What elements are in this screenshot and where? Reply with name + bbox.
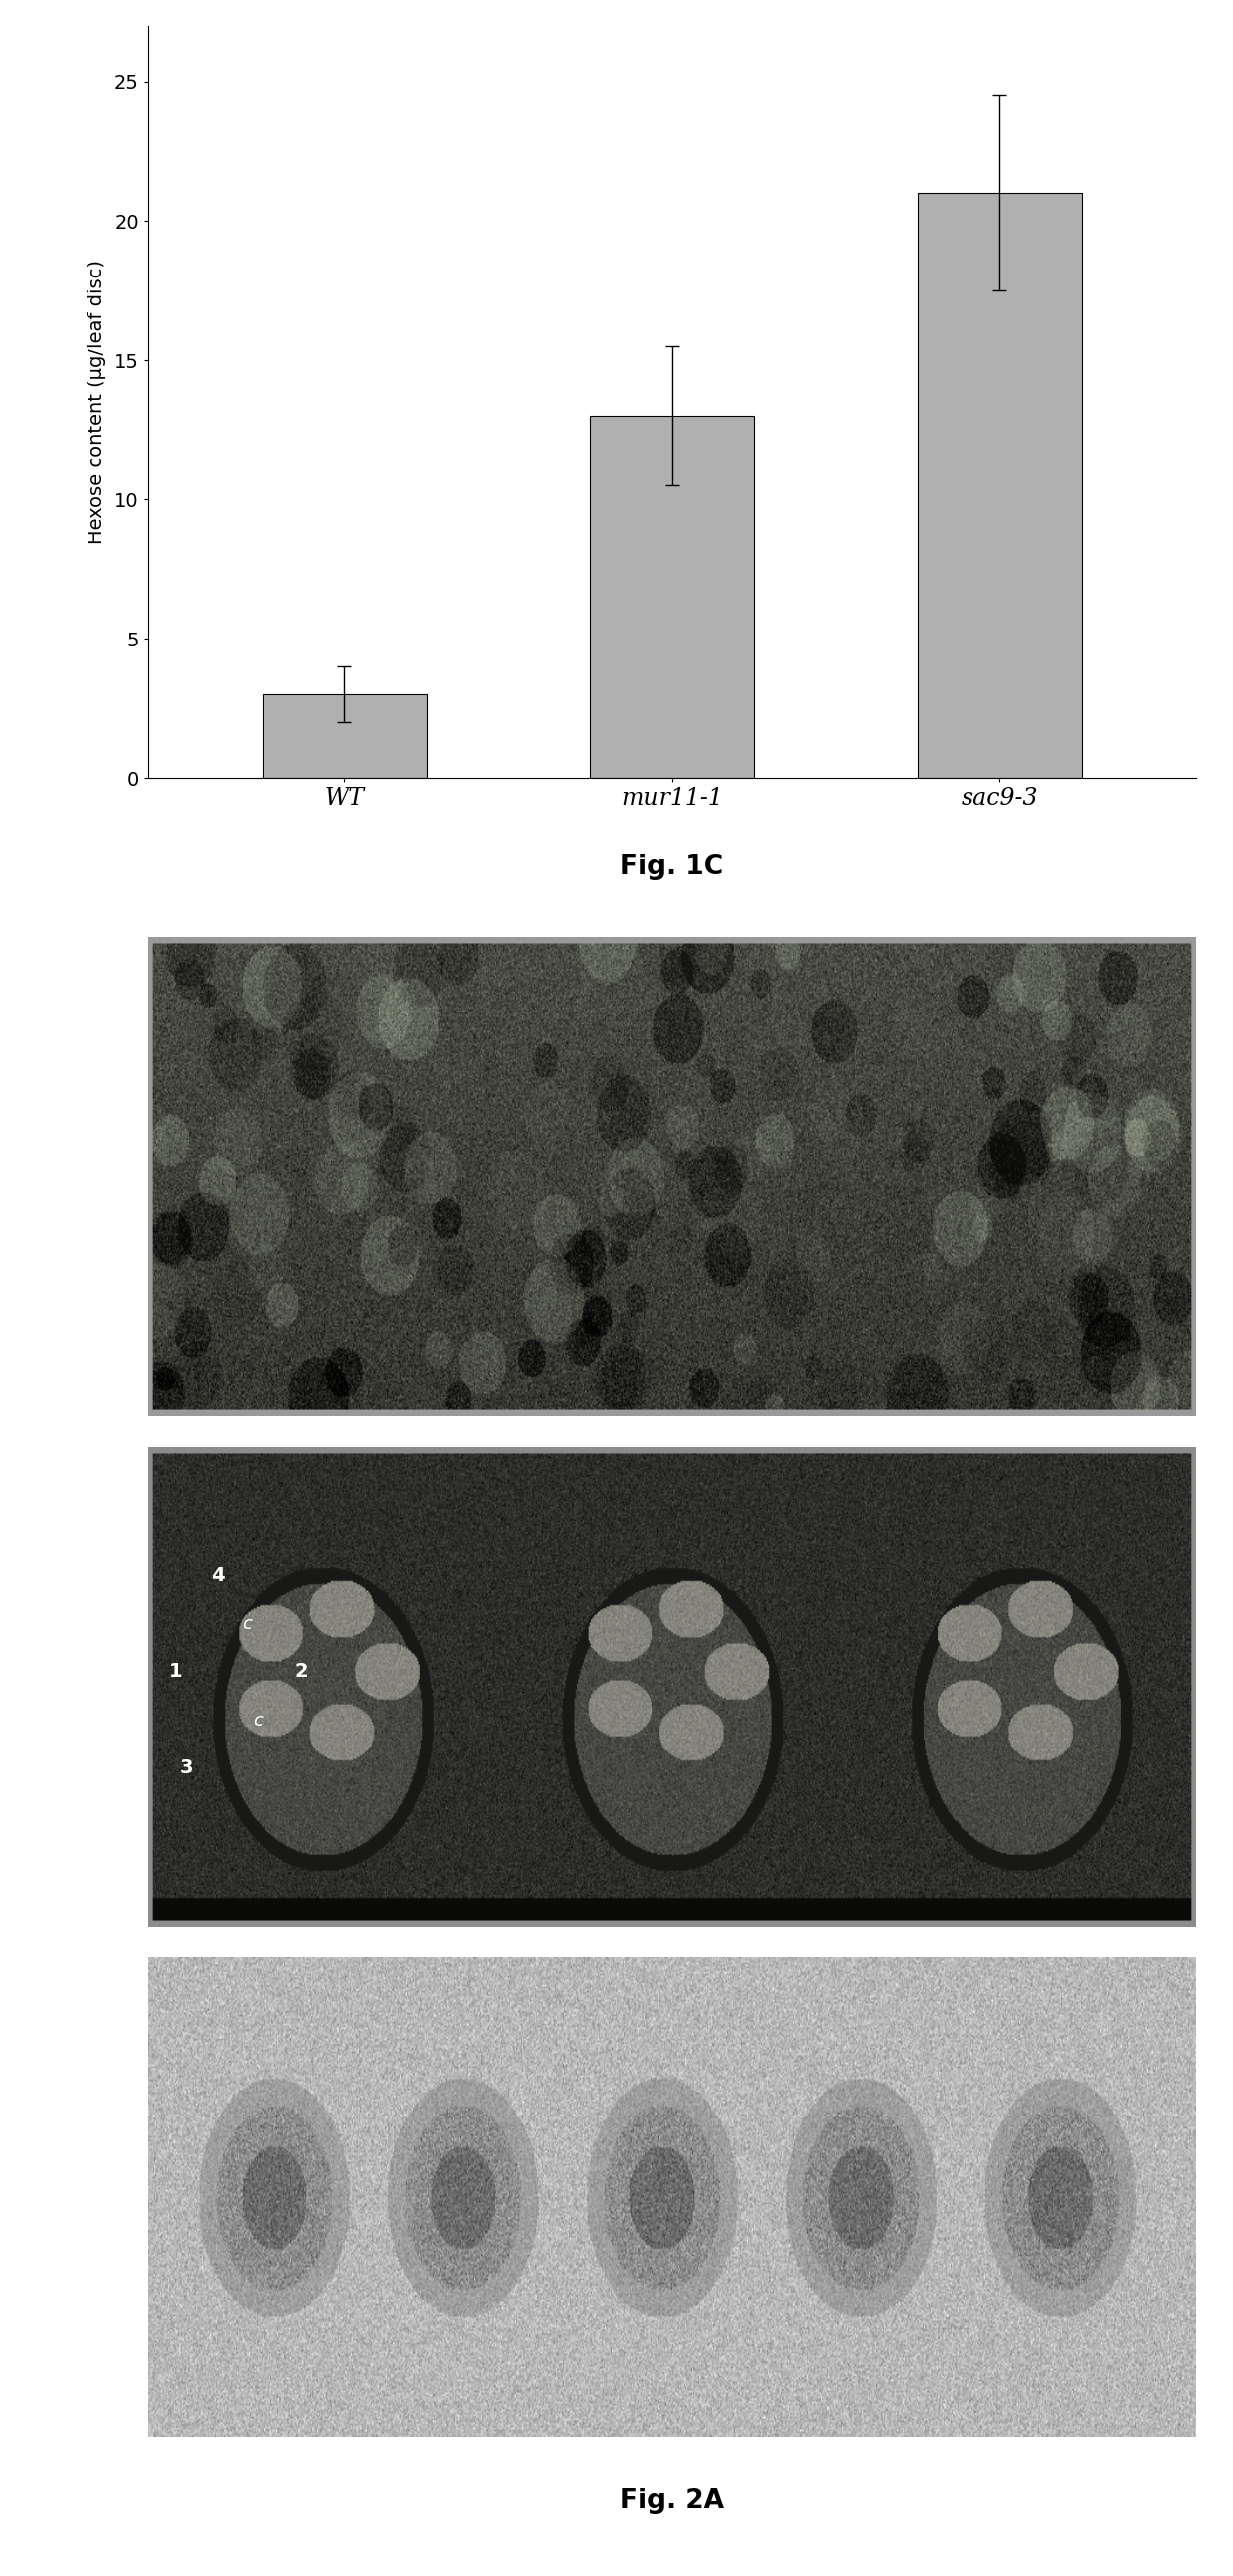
Bar <box>591 415 753 778</box>
Text: 2: 2 <box>295 1662 308 1682</box>
Text: 1: 1 <box>169 1662 182 1682</box>
Text: Fig. 2A: Fig. 2A <box>620 2488 724 2514</box>
Bar <box>263 696 427 778</box>
Text: c: c <box>253 1710 263 1728</box>
Text: 4: 4 <box>211 1566 224 1584</box>
Text: Fig. 1C: Fig. 1C <box>620 855 724 881</box>
Text: c: c <box>242 1615 252 1633</box>
Bar <box>917 193 1081 778</box>
Text: 3: 3 <box>180 1757 192 1777</box>
Y-axis label: Hexose content (μg/leaf disc): Hexose content (μg/leaf disc) <box>88 260 106 544</box>
